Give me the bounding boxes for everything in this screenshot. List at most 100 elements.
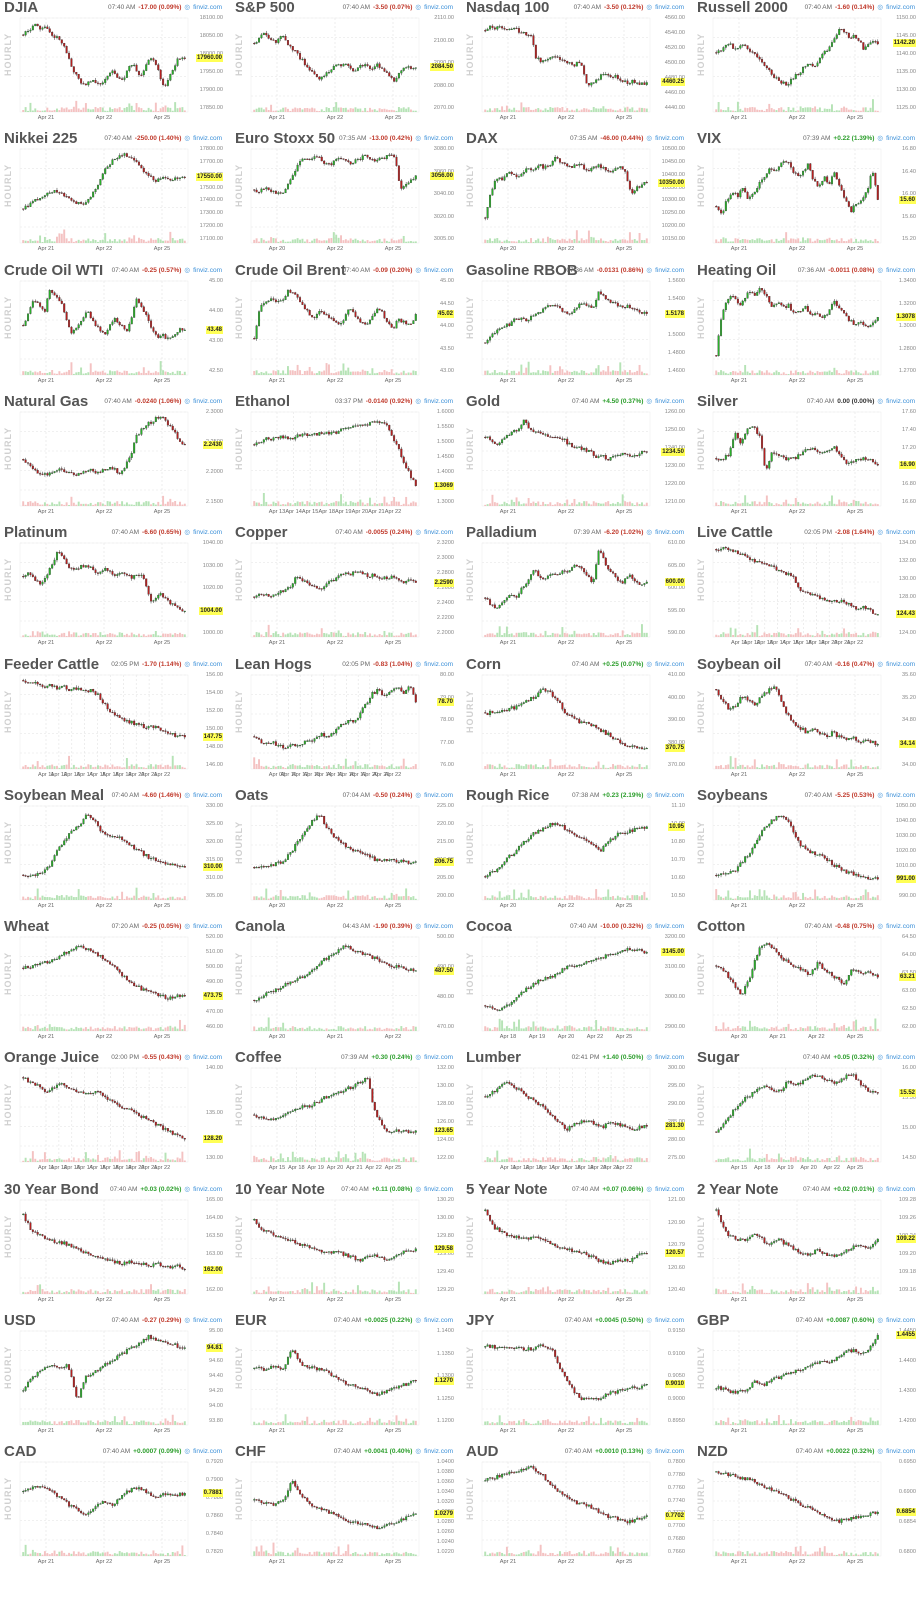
volume-bar: [97, 635, 99, 637]
chart-title[interactable]: Gold: [466, 394, 501, 410]
finviz-brand-link[interactable]: finviz.com: [655, 135, 684, 142]
finviz-brand-link[interactable]: finviz.com: [886, 135, 915, 142]
chart-panel[interactable]: VIX 07:39 AM +0.22 (1.39%) ◎ finviz.com HOURL…: [693, 131, 919, 259]
chart-panel[interactable]: Silver 07:40 AM 0.00 (0.00%) ◎ finviz.com HOU…: [693, 394, 919, 522]
chart-title[interactable]: Nasdaq 100: [466, 0, 550, 16]
volume-bar: [383, 108, 386, 112]
finviz-brand-link[interactable]: finviz.com: [193, 529, 222, 536]
finviz-brand-link[interactable]: finviz.com: [193, 398, 222, 405]
chart-title[interactable]: Silver: [697, 394, 738, 410]
chart-panel[interactable]: Natural Gas 07:40 AM -0.0240 (1.06%) ◎ finvi…: [0, 394, 226, 522]
chart-panel[interactable]: DJIA 07:40 AM -17.00 (0.09%) ◎ finviz.com HOU…: [0, 0, 226, 128]
finviz-brand-link[interactable]: finviz.com: [655, 398, 684, 405]
candle-body: [768, 564, 771, 567]
finviz-brand-link[interactable]: finviz.com: [424, 661, 453, 668]
candle-body: [758, 288, 761, 293]
chart-panel[interactable]: Ethanol 03:37 PM -0.0140 (0.92%) ◎ finviz.co…: [231, 394, 457, 522]
candle-body: [349, 309, 352, 311]
candle-body: [128, 457, 131, 462]
candle-body: [359, 65, 362, 68]
chart-title[interactable]: VIX: [697, 131, 722, 147]
chart-title[interactable]: Copper: [235, 525, 288, 541]
chart-panel[interactable]: Gold 07:40 AM +4.50 (0.37%) ◎ finviz.com HOUR…: [462, 394, 688, 522]
volume-bar: [342, 108, 345, 112]
candle-body: [130, 720, 133, 724]
candle-body: [255, 189, 258, 193]
volume-bar: [573, 630, 576, 637]
finviz-brand-link[interactable]: finviz.com: [655, 267, 684, 274]
volume-bar: [56, 635, 58, 637]
finviz-brand-link[interactable]: finviz.com: [424, 267, 453, 274]
volume-bar: [484, 634, 487, 637]
candle-body: [838, 451, 841, 455]
chart-panel[interactable]: Platinum 07:40 AM -6.60 (0.65%) ◎ finviz.com…: [0, 525, 226, 653]
candlestick-chart: [250, 280, 420, 376]
chart-title[interactable]: Palladium: [466, 525, 537, 541]
plot-frame: [19, 148, 189, 244]
chart-title[interactable]: Natural Gas: [4, 394, 89, 410]
finviz-brand-link[interactable]: finviz.com: [886, 398, 915, 405]
candle-body: [636, 580, 639, 583]
finviz-logo-icon: ◎: [646, 398, 653, 405]
chart-title[interactable]: Crude Oil Brent: [235, 263, 346, 279]
chart-title[interactable]: Platinum: [4, 525, 68, 541]
finviz-brand-link[interactable]: finviz.com: [193, 4, 222, 11]
chart-title[interactable]: DAX: [466, 131, 498, 147]
y-tick-label: 156.00: [205, 672, 223, 678]
chart-panel[interactable]: Palladium 07:39 AM -6.20 (1.02%) ◎ finviz.co…: [462, 525, 688, 653]
chart-panel[interactable]: Copper 07:40 AM -0.0055 (0.24%) ◎ finviz.com…: [231, 525, 457, 653]
chart-title[interactable]: Live Cattle: [697, 525, 773, 541]
candle-body: [366, 323, 369, 325]
finviz-brand-link[interactable]: finviz.com: [886, 4, 915, 11]
chart-panel[interactable]: Euro Stoxx 50 07:35 AM -13.00 (0.42%) ◎ finv…: [231, 131, 457, 259]
chart-title[interactable]: Nikkei 225: [4, 131, 78, 147]
candle-body: [715, 549, 718, 551]
chart-title[interactable]: Crude Oil WTI: [4, 263, 104, 279]
chart-title[interactable]: DJIA: [4, 0, 39, 16]
y-tick-label: 2.2000: [205, 469, 223, 475]
chart-panel[interactable]: Gasoline RBOB 07:36 AM -0.0131 (0.86%) ◎ fin…: [462, 263, 688, 391]
chart-title[interactable]: Ethanol: [235, 394, 290, 410]
finviz-brand-link[interactable]: finviz.com: [424, 4, 453, 11]
chart-panel[interactable]: Live Cattle 02:05 PM -2.08 (1.64%) ◎ finviz.…: [693, 525, 919, 653]
volume-bar: [277, 501, 280, 506]
volume-bar: [284, 107, 287, 112]
chart-title[interactable]: S&P 500: [235, 0, 295, 16]
hourly-axis-label: HOURLY: [696, 163, 706, 207]
chart-panel[interactable]: Russell 2000 07:40 AM -1.60 (0.14%) ◎ finviz…: [693, 0, 919, 128]
chart-panel[interactable]: S&P 500 07:40 AM -3.50 (0.07%) ◎ finviz.com H…: [231, 0, 457, 128]
chart-title[interactable]: Heating Oil: [697, 263, 777, 279]
chart-panel[interactable]: Crude Oil WTI 07:40 AM -0.25 (0.57%) ◎ finvi…: [0, 263, 226, 391]
finviz-brand-link[interactable]: finviz.com: [655, 529, 684, 536]
volume-bar: [296, 501, 299, 506]
finviz-brand-link[interactable]: finviz.com: [424, 135, 453, 142]
candle-body: [513, 318, 516, 322]
chart-panel[interactable]: Feeder Cattle 02:05 PM -1.70 (1.14%) ◎ finvi…: [0, 657, 226, 785]
finviz-brand-link[interactable]: finviz.com: [886, 529, 915, 536]
finviz-brand-link[interactable]: finviz.com: [424, 398, 453, 405]
chart-title[interactable]: Lean Hogs: [235, 657, 312, 673]
finviz-brand-link[interactable]: finviz.com: [424, 529, 453, 536]
chart-title[interactable]: Euro Stoxx 50: [235, 131, 336, 147]
volume-bar: [578, 240, 581, 243]
candle-body: [765, 173, 768, 178]
chart-title[interactable]: Russell 2000: [697, 0, 788, 16]
finviz-brand-link[interactable]: finviz.com: [655, 4, 684, 11]
chart-panel[interactable]: Lean Hogs 02:05 PM -0.83 (1.04%) ◎ finviz.co…: [231, 657, 457, 785]
chart-title[interactable]: Gasoline RBOB: [466, 263, 578, 279]
chart-panel[interactable]: DAX 07:35 AM -46.00 (0.44%) ◎ finviz.com HOUR…: [462, 131, 688, 259]
volume-bar: [296, 634, 299, 637]
finviz-brand-link[interactable]: finviz.com: [886, 267, 915, 274]
chart-panel[interactable]: Crude Oil Brent 07:40 AM -0.09 (0.20%) ◎ fin…: [231, 263, 457, 391]
chart-panel[interactable]: Nasdaq 100 07:40 AM -3.50 (0.12%) ◎ finviz.c…: [462, 0, 688, 128]
finviz-brand-link[interactable]: finviz.com: [193, 267, 222, 274]
chart-panel[interactable]: Heating Oil 07:36 AM -0.0011 (0.08%) ◎ finvi…: [693, 263, 919, 391]
finviz-brand-link[interactable]: finviz.com: [193, 661, 222, 668]
chart-title[interactable]: Feeder Cattle: [4, 657, 100, 673]
finviz-brand-link[interactable]: finviz.com: [193, 135, 222, 142]
volume-bar: [181, 766, 184, 769]
chart-panel[interactable]: Nikkei 225 07:40 AM -250.00 (1.40%) ◎ finviz…: [0, 131, 226, 259]
volume-bar: [619, 239, 622, 243]
candle-body: [174, 603, 177, 606]
volume-bar: [864, 107, 867, 112]
